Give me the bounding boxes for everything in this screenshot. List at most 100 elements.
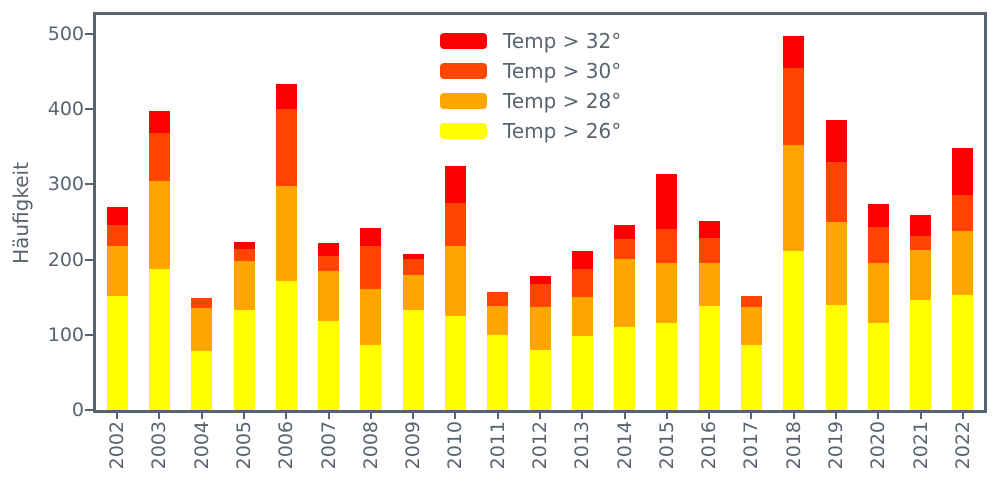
bar-2008-26deg-segment xyxy=(360,345,382,410)
y-tick-mark xyxy=(85,183,93,186)
bar-2005-32deg-segment xyxy=(233,241,255,250)
bar-2009-26deg-segment xyxy=(402,309,424,410)
bar-2010-30deg-segment xyxy=(444,203,466,247)
bar-2006-32deg-segment xyxy=(275,83,297,110)
x-tick-label-2015: 2015 xyxy=(655,421,678,470)
x-tick-mark xyxy=(200,413,203,419)
bar-2004-30deg-segment xyxy=(191,297,213,308)
legend-label: Temp > 30° xyxy=(503,59,622,83)
x-tick-label-2003: 2003 xyxy=(148,421,171,470)
x-tick-mark xyxy=(496,413,499,419)
x-tick-mark xyxy=(243,413,245,419)
legend-swatch xyxy=(440,33,487,49)
y-tick-label-100: 100 xyxy=(47,323,84,346)
x-tick-label-2021: 2021 xyxy=(909,421,932,470)
bar-2020-28deg-segment xyxy=(867,262,889,323)
bar-2003-32deg-segment xyxy=(148,110,170,133)
bar-2021-28deg-segment xyxy=(910,249,932,301)
bar-2018-32deg-segment xyxy=(783,35,805,68)
bar-2015-28deg-segment xyxy=(656,263,678,323)
x-tick-label-2012: 2012 xyxy=(529,421,551,470)
bar-2016-32deg-segment xyxy=(698,221,720,238)
x-tick-label-2004: 2004 xyxy=(190,421,213,470)
y-tick-mark xyxy=(85,258,93,261)
x-tick-label-2019: 2019 xyxy=(825,421,847,470)
bar-2007-30deg-segment xyxy=(318,255,340,271)
x-tick-mark xyxy=(835,413,837,419)
bar-2021-32deg-segment xyxy=(910,214,932,236)
x-tick-mark xyxy=(623,413,626,419)
bar-2017-30deg-segment xyxy=(740,295,762,307)
x-tick-mark xyxy=(158,413,161,419)
bar-2003-30deg-segment xyxy=(148,132,170,182)
bar-2002-28deg-segment xyxy=(106,246,128,296)
y-tick-mark xyxy=(85,108,93,111)
x-tick-mark xyxy=(116,413,119,419)
x-tick-label-2009: 2009 xyxy=(402,421,425,470)
y-axis-label: Häufigkeit xyxy=(9,162,33,264)
bar-2016-28deg-segment xyxy=(698,263,720,307)
bar-2010-32deg-segment xyxy=(444,165,466,204)
legend-swatch xyxy=(440,123,487,139)
x-tick-label-2002: 2002 xyxy=(106,421,129,470)
bar-2019-26deg-segment xyxy=(825,304,847,410)
x-tick-mark xyxy=(877,413,880,419)
bar-2012-32deg-segment xyxy=(529,276,551,284)
bar-2003-26deg-segment xyxy=(148,269,170,410)
x-tick-mark xyxy=(708,413,711,419)
bar-2014-32deg-segment xyxy=(614,225,636,240)
x-tick-label-2005: 2005 xyxy=(233,421,255,470)
bar-2014-26deg-segment xyxy=(614,327,636,410)
x-tick-label-2007: 2007 xyxy=(317,421,340,470)
bar-2013-26deg-segment xyxy=(571,336,593,410)
bar-2002-32deg-segment xyxy=(106,206,128,226)
bar-2022-30deg-segment xyxy=(952,194,974,232)
legend-item-temp-gt-26: Temp > 26° xyxy=(440,119,621,143)
bar-2012-28deg-segment xyxy=(529,306,551,350)
bar-2006-30deg-segment xyxy=(275,109,297,186)
legend-label: Temp > 26° xyxy=(503,119,622,143)
bar-2014-30deg-segment xyxy=(614,239,636,259)
x-tick-mark xyxy=(369,413,372,419)
x-tick-mark xyxy=(327,413,330,419)
bar-2005-30deg-segment xyxy=(233,249,255,262)
bar-2020-30deg-segment xyxy=(867,226,889,263)
bar-2021-26deg-segment xyxy=(910,300,932,410)
x-tick-label-2014: 2014 xyxy=(613,421,636,470)
bar-2018-26deg-segment xyxy=(783,251,805,410)
bar-2015-32deg-segment xyxy=(656,173,678,229)
plot-area xyxy=(93,12,987,413)
bar-2009-32deg-segment xyxy=(402,254,424,259)
bar-2019-30deg-segment xyxy=(825,161,847,222)
bar-2007-26deg-segment xyxy=(318,320,340,410)
bar-2013-30deg-segment xyxy=(571,268,593,298)
x-tick-mark xyxy=(750,413,753,419)
bar-2007-32deg-segment xyxy=(318,243,340,256)
bar-2022-26deg-segment xyxy=(952,294,974,410)
bar-2016-30deg-segment xyxy=(698,237,720,264)
bar-2004-26deg-segment xyxy=(191,351,213,410)
x-tick-label-2020: 2020 xyxy=(867,421,890,470)
bar-2002-30deg-segment xyxy=(106,225,128,247)
bar-2012-30deg-segment xyxy=(529,283,551,307)
x-tick-label-2008: 2008 xyxy=(359,421,382,470)
bar-2009-30deg-segment xyxy=(402,258,424,275)
bar-2016-26deg-segment xyxy=(698,306,720,410)
bar-2022-32deg-segment xyxy=(952,147,974,195)
bar-2015-30deg-segment xyxy=(656,228,678,264)
bar-2002-26deg-segment xyxy=(106,295,128,410)
y-tick-label-400: 400 xyxy=(47,98,84,121)
bar-2012-26deg-segment xyxy=(529,349,551,410)
x-tick-label-2016: 2016 xyxy=(698,421,721,470)
bar-2007-28deg-segment xyxy=(318,270,340,321)
bar-2010-26deg-segment xyxy=(444,316,466,410)
bar-2022-28deg-segment xyxy=(952,231,974,295)
x-tick-mark xyxy=(961,413,964,419)
bar-2013-32deg-segment xyxy=(571,251,593,269)
legend-item-temp-gt-28: Temp > 28° xyxy=(440,89,621,113)
x-tick-mark xyxy=(412,413,415,419)
y-tick-mark xyxy=(85,333,93,336)
bar-2018-28deg-segment xyxy=(783,145,805,252)
y-tick-mark xyxy=(85,33,93,35)
